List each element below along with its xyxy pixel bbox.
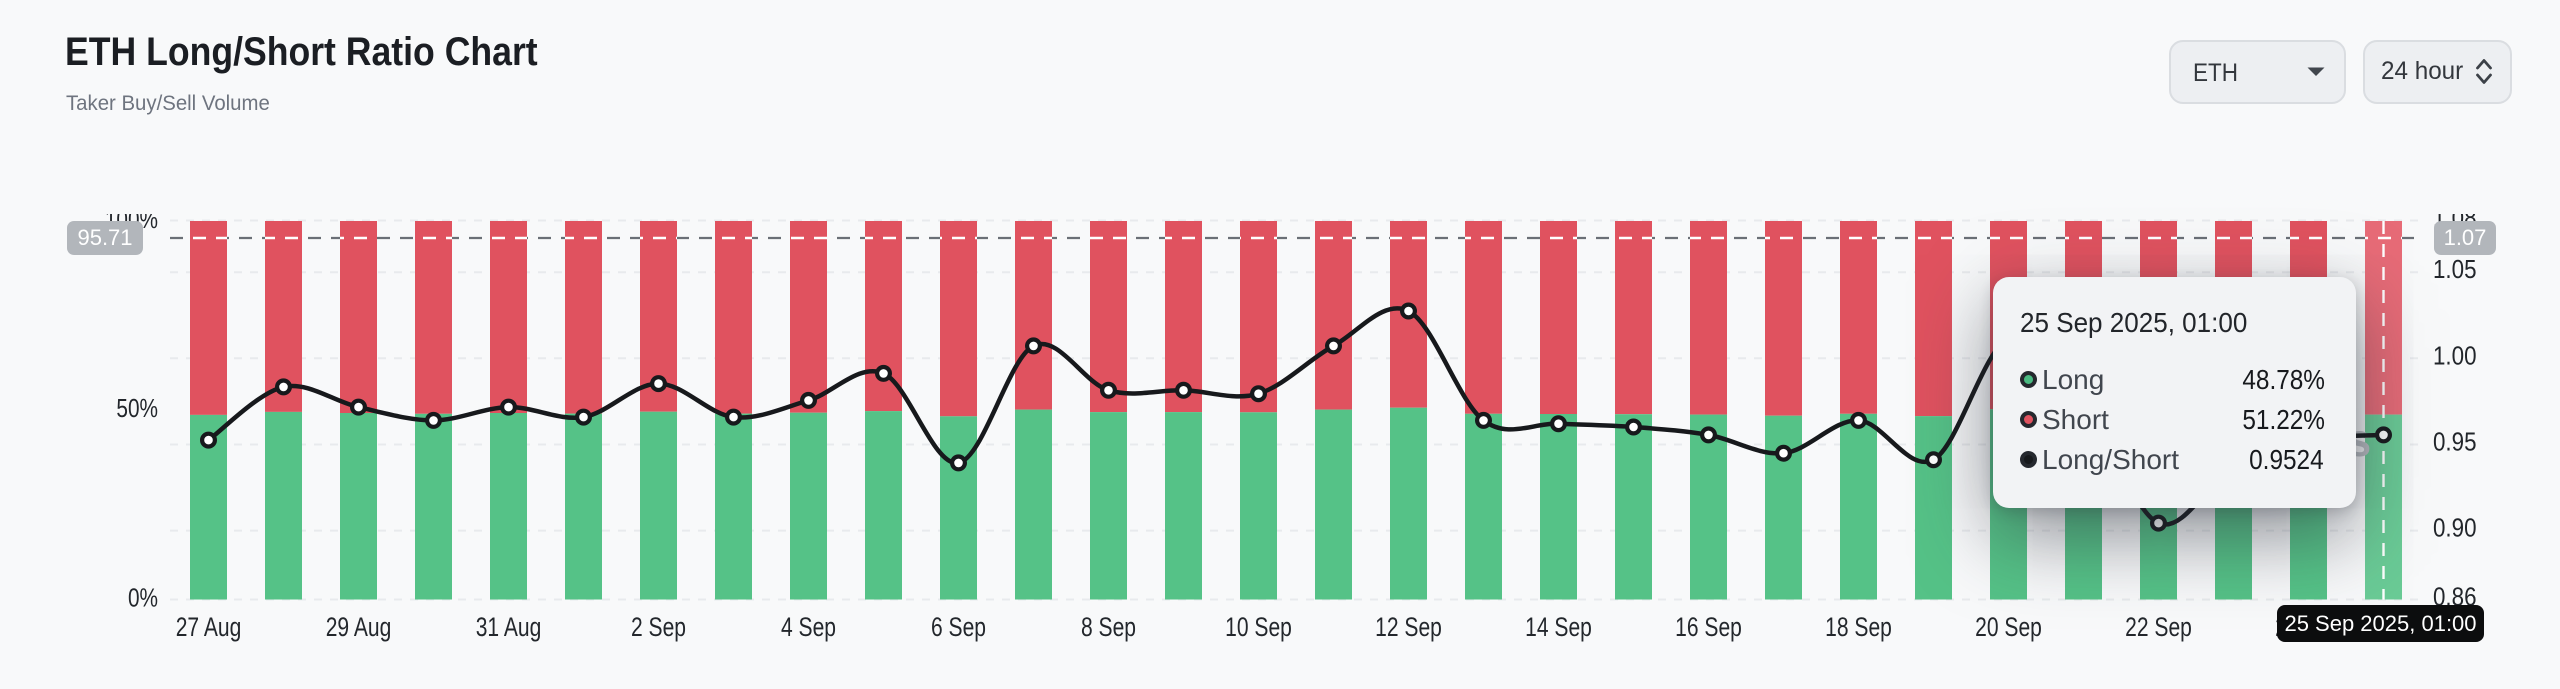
svg-text:1.00: 1.00: [2433, 342, 2476, 371]
svg-text:8 Sep: 8 Sep: [1081, 613, 1136, 643]
svg-text:4 Sep: 4 Sep: [781, 613, 836, 643]
svg-text:2 Sep: 2 Sep: [631, 613, 686, 643]
svg-text:0.90: 0.90: [2433, 514, 2476, 543]
svg-text:22 Sep: 22 Sep: [2125, 613, 2192, 643]
svg-text:50%: 50%: [116, 394, 158, 423]
svg-text:1.05: 1.05: [2433, 256, 2476, 285]
svg-text:0%: 0%: [128, 583, 158, 612]
svg-text:31 Aug: 31 Aug: [476, 613, 542, 643]
svg-text:14 Sep: 14 Sep: [1525, 613, 1592, 643]
svg-text:18 Sep: 18 Sep: [1825, 613, 1892, 643]
svg-text:29 Aug: 29 Aug: [326, 613, 392, 643]
svg-text:6 Sep: 6 Sep: [931, 613, 986, 643]
svg-text:0.95: 0.95: [2433, 428, 2476, 457]
svg-text:20 Sep: 20 Sep: [1975, 613, 2042, 643]
svg-text:12 Sep: 12 Sep: [1375, 613, 1442, 643]
svg-text:10 Sep: 10 Sep: [1225, 613, 1292, 643]
svg-text:16 Sep: 16 Sep: [1675, 613, 1742, 643]
svg-text:27 Aug: 27 Aug: [176, 613, 242, 643]
